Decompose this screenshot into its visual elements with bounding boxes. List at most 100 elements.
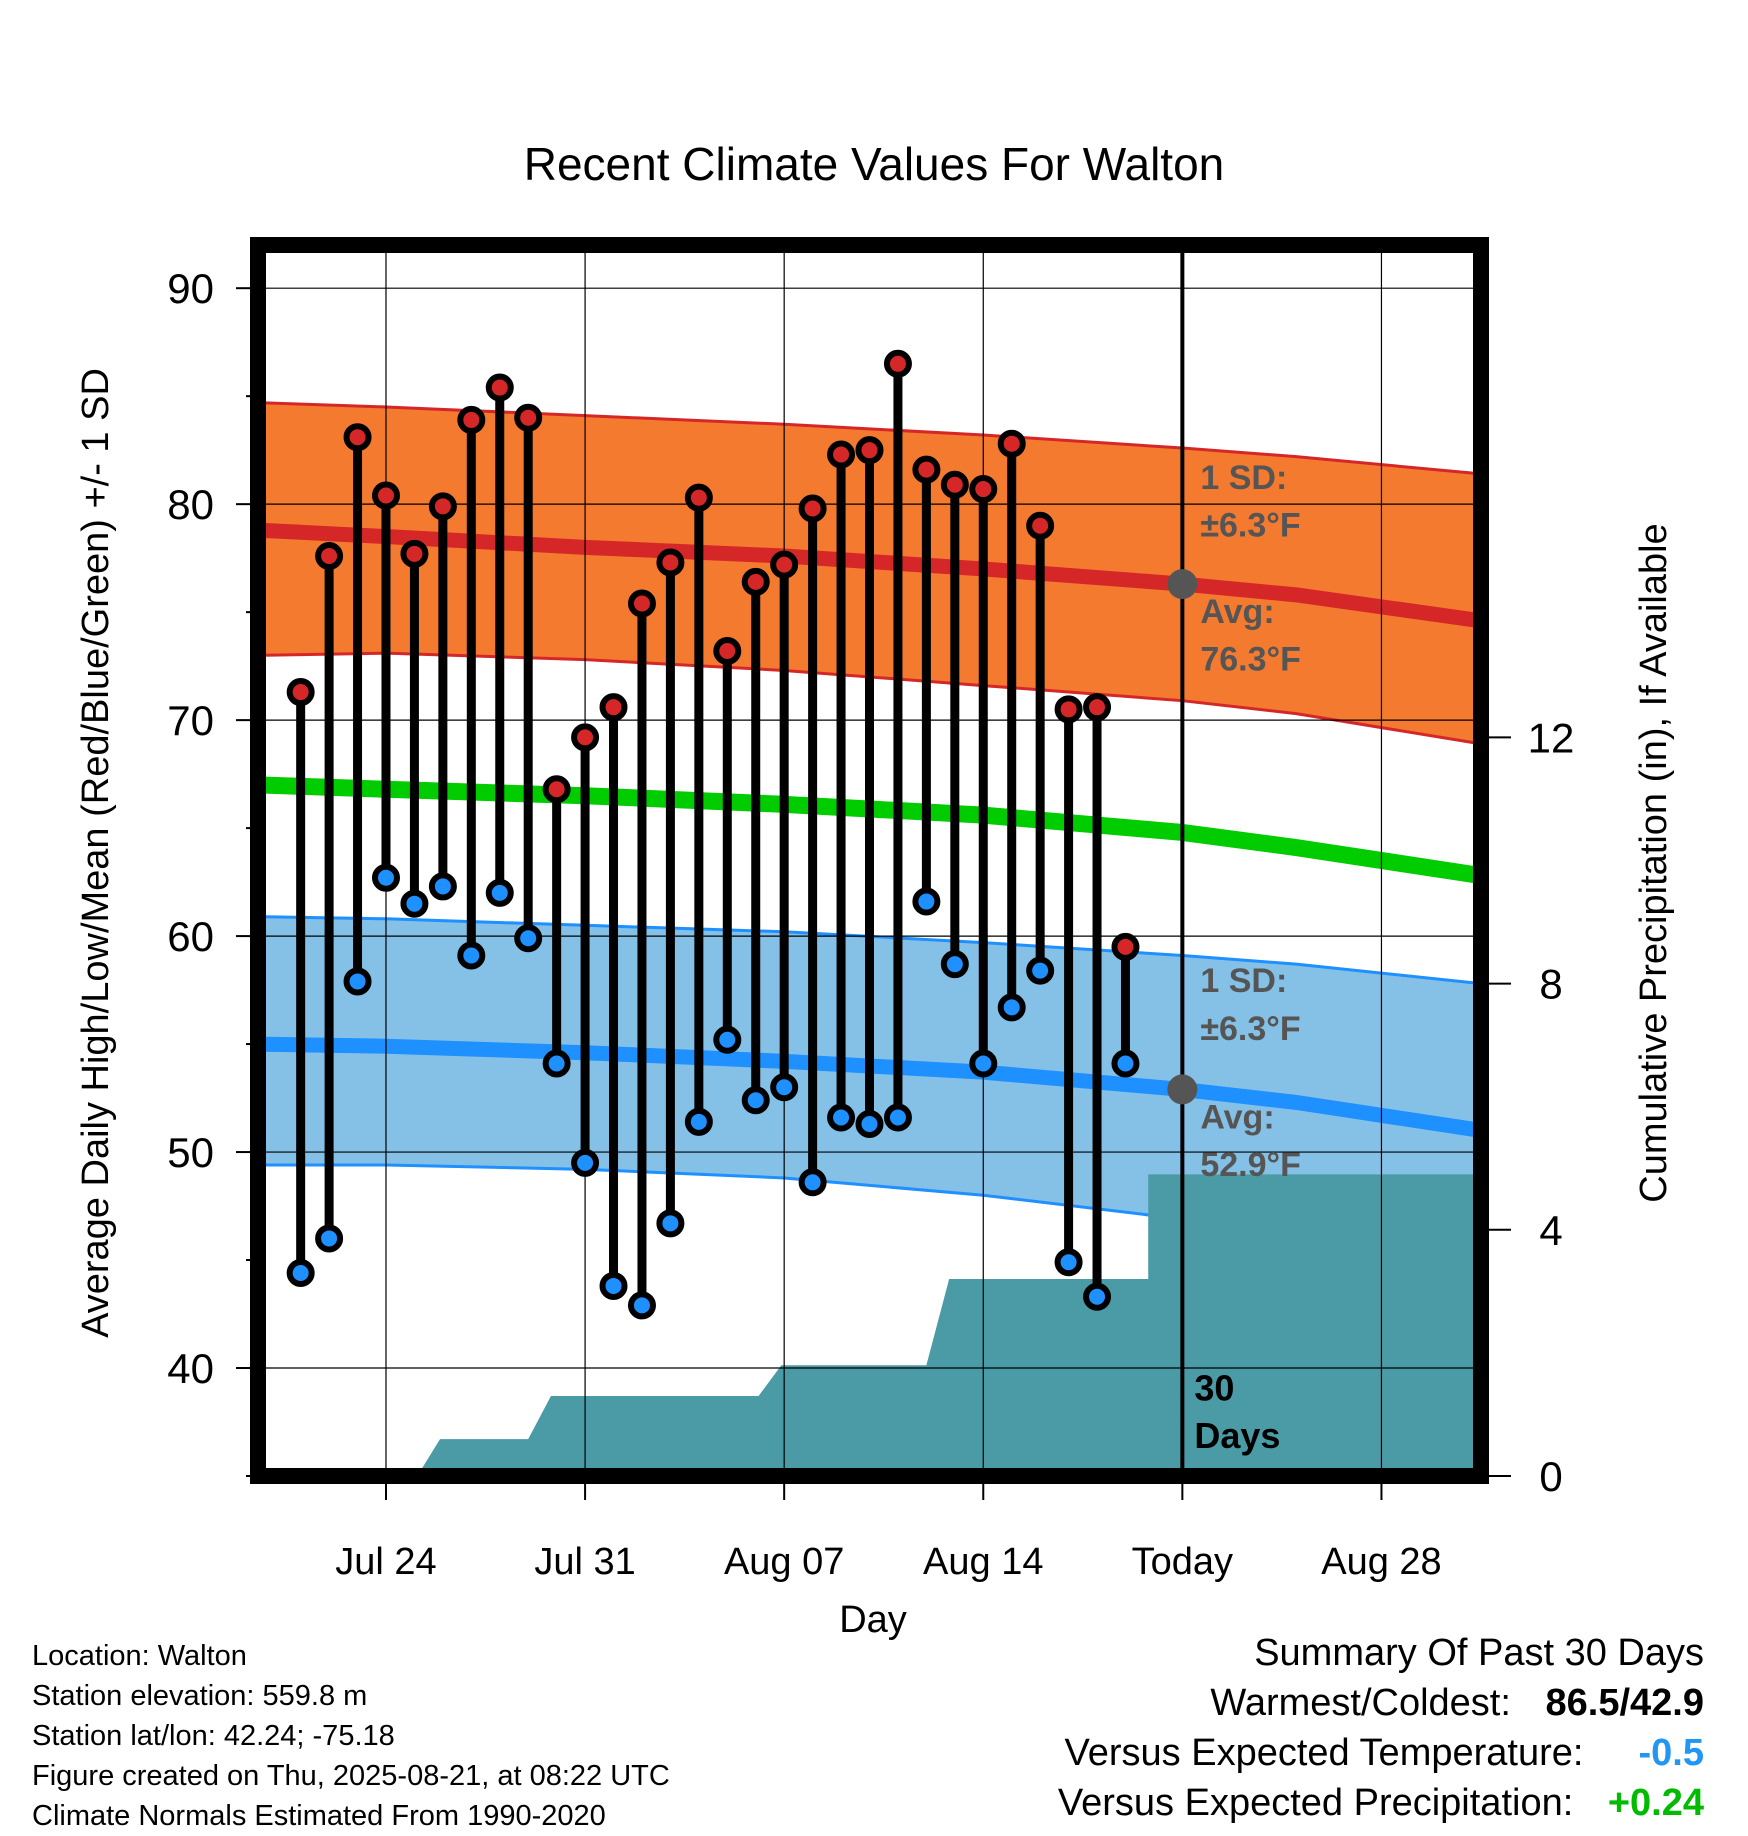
warm-cold-row: Warmest/Coldest: 86.5/42.9 [1058,1678,1704,1728]
daily-high-point [1026,511,1055,540]
days-label-number: 30 [1194,1367,1234,1408]
daily-low-point [599,1271,628,1300]
cumulative-precip-area [258,1174,1481,1476]
daily-high-point [770,550,799,579]
daily-high-point [599,693,628,722]
x-tick-label: Jul 24 [335,1541,436,1583]
x-tick-label: Jul 31 [534,1541,635,1583]
daily-low-point [400,889,429,918]
daily-low-point [798,1168,827,1197]
station-info: Location: Walton Station elevation: 559.… [32,1636,670,1836]
low-avg-label: Avg: [1200,1098,1274,1136]
daily-high-point [514,403,543,432]
daily-low-point [969,1049,998,1078]
plot-frame [250,237,1489,1484]
low-band-upper-edge [257,915,1482,986]
today-avg-high-marker [1167,569,1198,600]
daily-high-point [542,775,571,804]
daily-high-point [1083,693,1112,722]
y-tick-label: 40 [167,1345,214,1392]
daily-low-point [457,941,486,970]
daily-high-point [1054,695,1083,724]
daily-high-point [713,637,742,666]
daily-high-point [855,436,884,465]
daily-high-point [371,481,400,510]
latlon-text: Station lat/lon: 42.24; -75.18 [32,1720,395,1752]
y-tick-label: 80 [167,481,214,528]
daily-high-point [798,494,827,523]
daily-high-point [457,405,486,434]
high-band-lower-edge [257,651,1482,746]
precip-row: Versus Expected Precipitation: +0.24 [1058,1778,1704,1828]
normal-high-line [257,522,1483,629]
y2-tick-label: 8 [1539,961,1562,1008]
daily-low-point [371,863,400,892]
high-avg-value: 76.3°F [1200,640,1301,678]
daily-high-point [315,541,344,570]
coldest-value: 42.9 [1630,1682,1704,1724]
daily-high-point [997,429,1026,458]
warm-cold-value: 86.5/42.9 [1546,1678,1705,1728]
daily-high-point [827,440,856,469]
daily-low-point [883,1103,912,1132]
precip-departure-value: +0.24 [1607,1782,1704,1824]
y-axis-label: Average Daily High/Low/Mean (Red/Blue/Gr… [75,368,117,1338]
temp-label: Versus Expected Temperature: [1064,1732,1584,1774]
daily-high-point [286,678,315,707]
x-tick-label: Aug 14 [923,1541,1043,1583]
daily-low-point [514,924,543,953]
low-avg-value: 52.9°F [1200,1146,1301,1184]
low-sd-label: 1 SD: [1200,962,1287,1000]
daily-high-point [969,475,998,504]
x-tick-label: Aug 28 [1321,1541,1441,1583]
y2-tick-label: 12 [1528,714,1575,761]
temp-row: Versus Expected Temperature: -0.5 [1058,1728,1704,1778]
high-sd-label: 1 SD: [1200,459,1287,497]
location-text: Location: Walton [32,1640,247,1672]
daily-low-point [571,1148,600,1177]
y2-tick-label: 4 [1539,1207,1562,1254]
daily-high-point [627,589,656,618]
daily-low-point [428,872,457,901]
y-tick-label: 70 [167,697,214,744]
daily-high-point [428,492,457,521]
daily-low-point [741,1086,770,1115]
days-label-text: Days [1194,1415,1280,1456]
daily-high-point [883,349,912,378]
daily-high-point [940,470,969,499]
daily-high-point [912,455,941,484]
daily-low-point [1111,1049,1140,1078]
daily-high-point [1111,932,1140,961]
warmest-value: 86.5 [1545,1682,1620,1724]
elevation-text: Station elevation: 559.8 m [32,1680,368,1712]
daily-low-point [713,1025,742,1054]
high-avg-label: Avg: [1200,593,1274,631]
high-sd-value: ±6.3°F [1200,507,1300,545]
daily-low-point [997,993,1026,1022]
summary-title: Summary Of Past 30 Days [1254,1632,1704,1674]
daily-high-point [571,723,600,752]
precip-label: Versus Expected Precipitation: [1057,1782,1574,1824]
daily-low-point [1026,956,1055,985]
warm-cold-separator: / [1619,1682,1631,1724]
daily-low-point [627,1291,656,1320]
daily-low-point [1054,1248,1083,1277]
summary-panel: Summary Of Past 30 Days Warmest/Coldest:… [1058,1628,1704,1828]
daily-low-point [315,1224,344,1253]
x-tick-label: Today [1132,1541,1233,1583]
daily-high-point [485,373,514,402]
daily-high-point [400,539,429,568]
daily-low-point [912,887,941,916]
daily-low-point [855,1109,884,1138]
normal-mean-line [257,776,1483,885]
low-sd-value: ±6.3°F [1200,1010,1300,1048]
y-tick-label: 60 [167,913,214,960]
temp-departure-value: -0.5 [1638,1732,1704,1774]
daily-low-point [940,950,969,979]
daily-low-point [1083,1282,1112,1311]
daily-low-point [684,1107,713,1136]
normals-text: Climate Normals Estimated From 1990-2020 [32,1800,606,1832]
y2-tick-label: 0 [1539,1453,1562,1500]
daily-low-point [286,1258,315,1287]
